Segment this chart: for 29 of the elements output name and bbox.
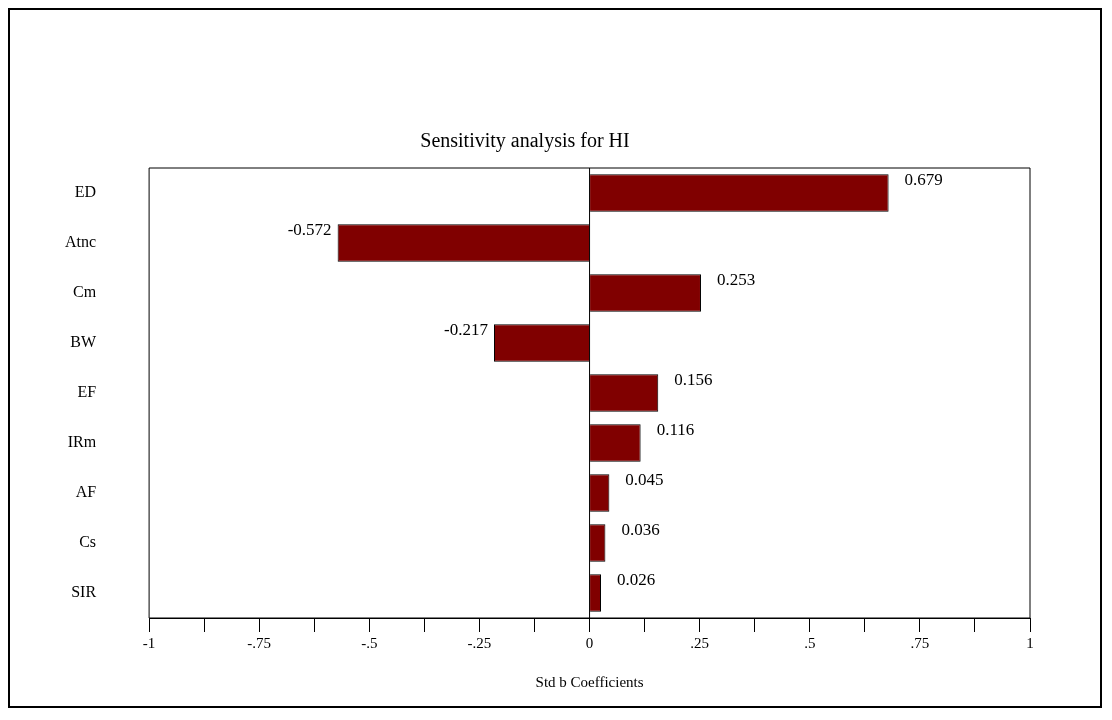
data-label: -0.217 <box>444 319 489 339</box>
data-label: 0.045 <box>625 469 664 489</box>
y-tick-label: IRm <box>67 433 97 451</box>
chart-title: Sensitivity analysis for HI <box>420 129 630 153</box>
y-tick-label: SIR <box>71 583 97 601</box>
y-tick-label: ED <box>74 183 97 201</box>
data-label: -0.572 <box>287 219 332 239</box>
x-tick-label: .25 <box>690 634 710 651</box>
x-tick-label: -1 <box>142 634 156 651</box>
x-tick-label: 0 <box>585 634 594 651</box>
x-tick-label: .5 <box>804 634 816 651</box>
data-label: 0.156 <box>674 369 713 389</box>
x-tick-label: 1 <box>1026 634 1034 651</box>
data-label: 0.116 <box>656 419 695 439</box>
x-axis-title: Std b Coefficients <box>535 673 644 690</box>
y-tick-label: Cm <box>72 283 97 301</box>
y-tick-label: BW <box>70 333 97 351</box>
data-label: 0.036 <box>621 519 660 539</box>
y-tick-label: Atnc <box>64 233 97 251</box>
y-tick-label: EF <box>77 383 97 401</box>
x-tick-label: -.5 <box>361 634 378 651</box>
x-tick-label: -.75 <box>247 634 272 651</box>
data-label: 0.253 <box>716 269 756 289</box>
x-tick-label: -.25 <box>467 634 492 651</box>
y-tick-label: Cs <box>79 533 97 551</box>
x-tick-label: .75 <box>910 634 930 651</box>
y-tick-label: AF <box>75 483 97 501</box>
data-label: 0.026 <box>617 569 656 589</box>
data-label: 0.679 <box>904 169 943 189</box>
